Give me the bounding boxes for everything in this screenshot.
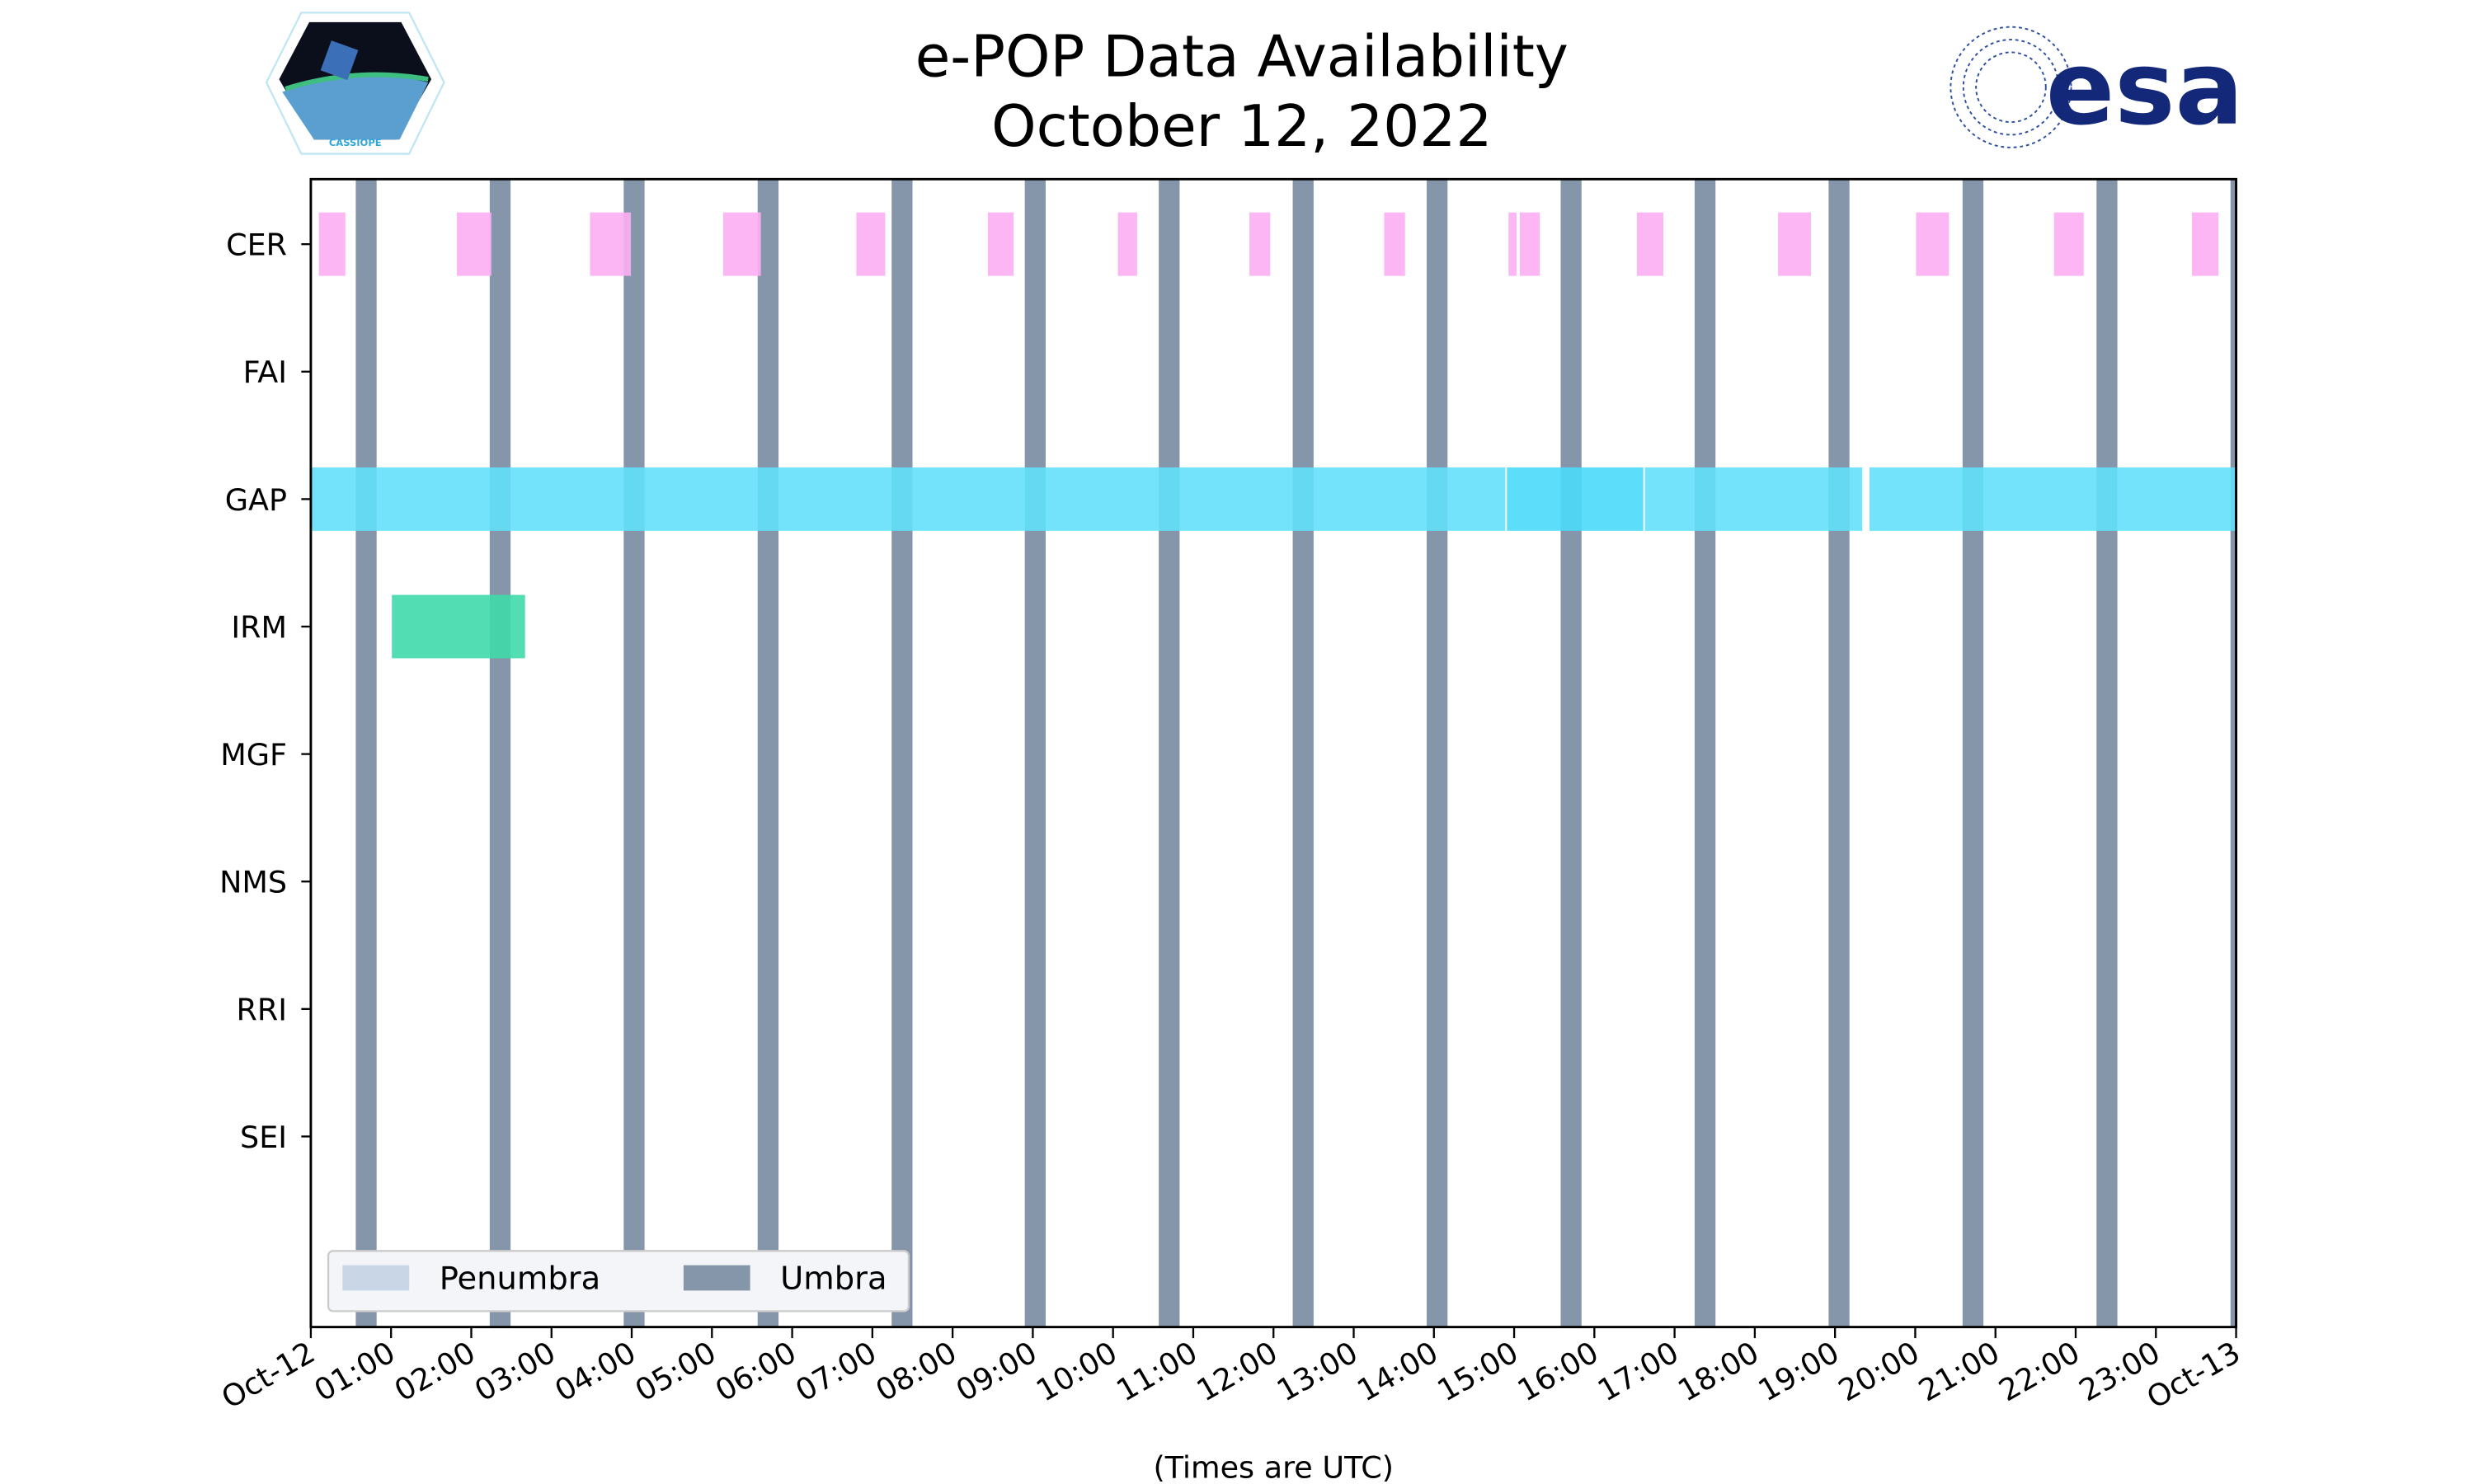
gap-availability-bar [1644, 467, 1863, 531]
cer-availability-bar [1519, 212, 1540, 276]
x-tick-label: 13:00 [1271, 1335, 1364, 1409]
legend-umbra-label: Umbra [780, 1260, 887, 1297]
esa-logo: esa [1950, 26, 2244, 148]
legend-penumbra-label: Penumbra [440, 1260, 600, 1297]
x-tick-label: 09:00 [950, 1335, 1043, 1409]
x-tick-label: Oct-13 [2141, 1335, 2246, 1416]
x-tick-label: 10:00 [1030, 1335, 1123, 1409]
umbra-band [623, 179, 645, 1327]
x-tick-label: 19:00 [1752, 1335, 1846, 1409]
cer-availability-bar [1916, 212, 1950, 276]
x-tick-label: Oct-12 [215, 1335, 321, 1416]
x-tick-label: 05:00 [629, 1335, 722, 1409]
x-axis: Oct-1201:0002:0003:0004:0005:0006:0007:0… [215, 1327, 2246, 1416]
umbra-band [2096, 179, 2118, 1327]
gap-availability-bar [310, 467, 1506, 531]
umbra-band [1427, 179, 1448, 1327]
cer-availability-bar [856, 212, 886, 276]
umbra-band [489, 179, 511, 1327]
svg-text:esa: esa [2046, 31, 2244, 148]
x-tick-label: 03:00 [468, 1335, 562, 1409]
plot-frame [309, 177, 2237, 1329]
gap-availability-bar [1869, 467, 2236, 531]
plot-area [310, 179, 2236, 1327]
x-tick-label: 14:00 [1351, 1335, 1444, 1409]
cer-availability-bar [722, 212, 761, 276]
umbra-band [1292, 179, 1314, 1327]
x-tick-label: 21:00 [1912, 1335, 2006, 1409]
y-tick-label: RRI [237, 992, 288, 1027]
legend-umbra-swatch [683, 1265, 750, 1291]
umbra-band [1159, 179, 1180, 1327]
cer-availability-bar [987, 212, 1014, 276]
cer-availability-bar [456, 212, 492, 276]
y-tick-label: CER [226, 228, 287, 263]
cer-availability-bar [1117, 212, 1137, 276]
umbra-band [1962, 179, 1984, 1327]
y-tick-label: FAI [243, 355, 287, 390]
y-axis: CER FAI GAP IRM MGF NMS RRI SEI [219, 228, 311, 1155]
cer-availability-bar [1249, 212, 1271, 276]
x-tick-label: 08:00 [870, 1335, 963, 1409]
x-tick-label: 22:00 [1993, 1335, 2086, 1409]
x-tick-label: 07:00 [789, 1335, 882, 1409]
y-tick-label: GAP [225, 482, 287, 518]
x-tick-label: 12:00 [1191, 1335, 1284, 1409]
x-tick-label: 16:00 [1512, 1335, 1605, 1409]
x-tick-label: 02:00 [388, 1335, 482, 1409]
cer-availability-bar [1384, 212, 1405, 276]
gap-availability-bar [1507, 467, 1644, 531]
umbra-band [1828, 179, 1850, 1327]
cer-availability-bar [318, 212, 346, 276]
x-tick-label: 06:00 [709, 1335, 802, 1409]
y-tick-label: MGF [220, 737, 287, 773]
cer-availability-bar [2053, 212, 2084, 276]
y-tick-label: IRM [231, 609, 287, 645]
umbra-band [757, 179, 779, 1327]
irm-availability-bar [392, 594, 525, 659]
y-tick-label: NMS [219, 865, 287, 900]
x-axis-label: (Times are UTC) [1153, 1449, 1394, 1484]
cer-availability-bar [590, 212, 632, 276]
cer-availability-bar [2192, 212, 2219, 276]
umbra-band [1560, 179, 1582, 1327]
cassiope-logo: CASSIOPE [265, 12, 445, 155]
legend: Penumbra Umbra [327, 1250, 910, 1313]
umbra-band [1694, 179, 1716, 1327]
umbra-band [2230, 179, 2236, 1327]
chart-title: e-POP Data Availability [915, 24, 1569, 90]
cer-availability-bar [1636, 212, 1663, 276]
x-tick-label: 20:00 [1832, 1335, 1926, 1409]
legend-penumbra-swatch [342, 1265, 410, 1291]
x-tick-label: 04:00 [549, 1335, 642, 1409]
umbra-band [1024, 179, 1046, 1327]
chart-subtitle: October 12, 2022 [991, 94, 1492, 160]
cer-availability-bar [1508, 212, 1517, 276]
x-tick-label: 17:00 [1592, 1335, 1685, 1409]
cer-availability-bar [1778, 212, 1811, 276]
umbra-band [891, 179, 913, 1327]
x-tick-label: 01:00 [308, 1335, 402, 1409]
svg-text:CASSIOPE: CASSIOPE [329, 137, 382, 148]
x-tick-label: 11:00 [1111, 1335, 1204, 1409]
y-tick-label: SEI [240, 1120, 287, 1155]
umbra-band [355, 179, 377, 1327]
x-tick-label: 18:00 [1672, 1335, 1765, 1409]
x-tick-label: 15:00 [1432, 1335, 1525, 1409]
